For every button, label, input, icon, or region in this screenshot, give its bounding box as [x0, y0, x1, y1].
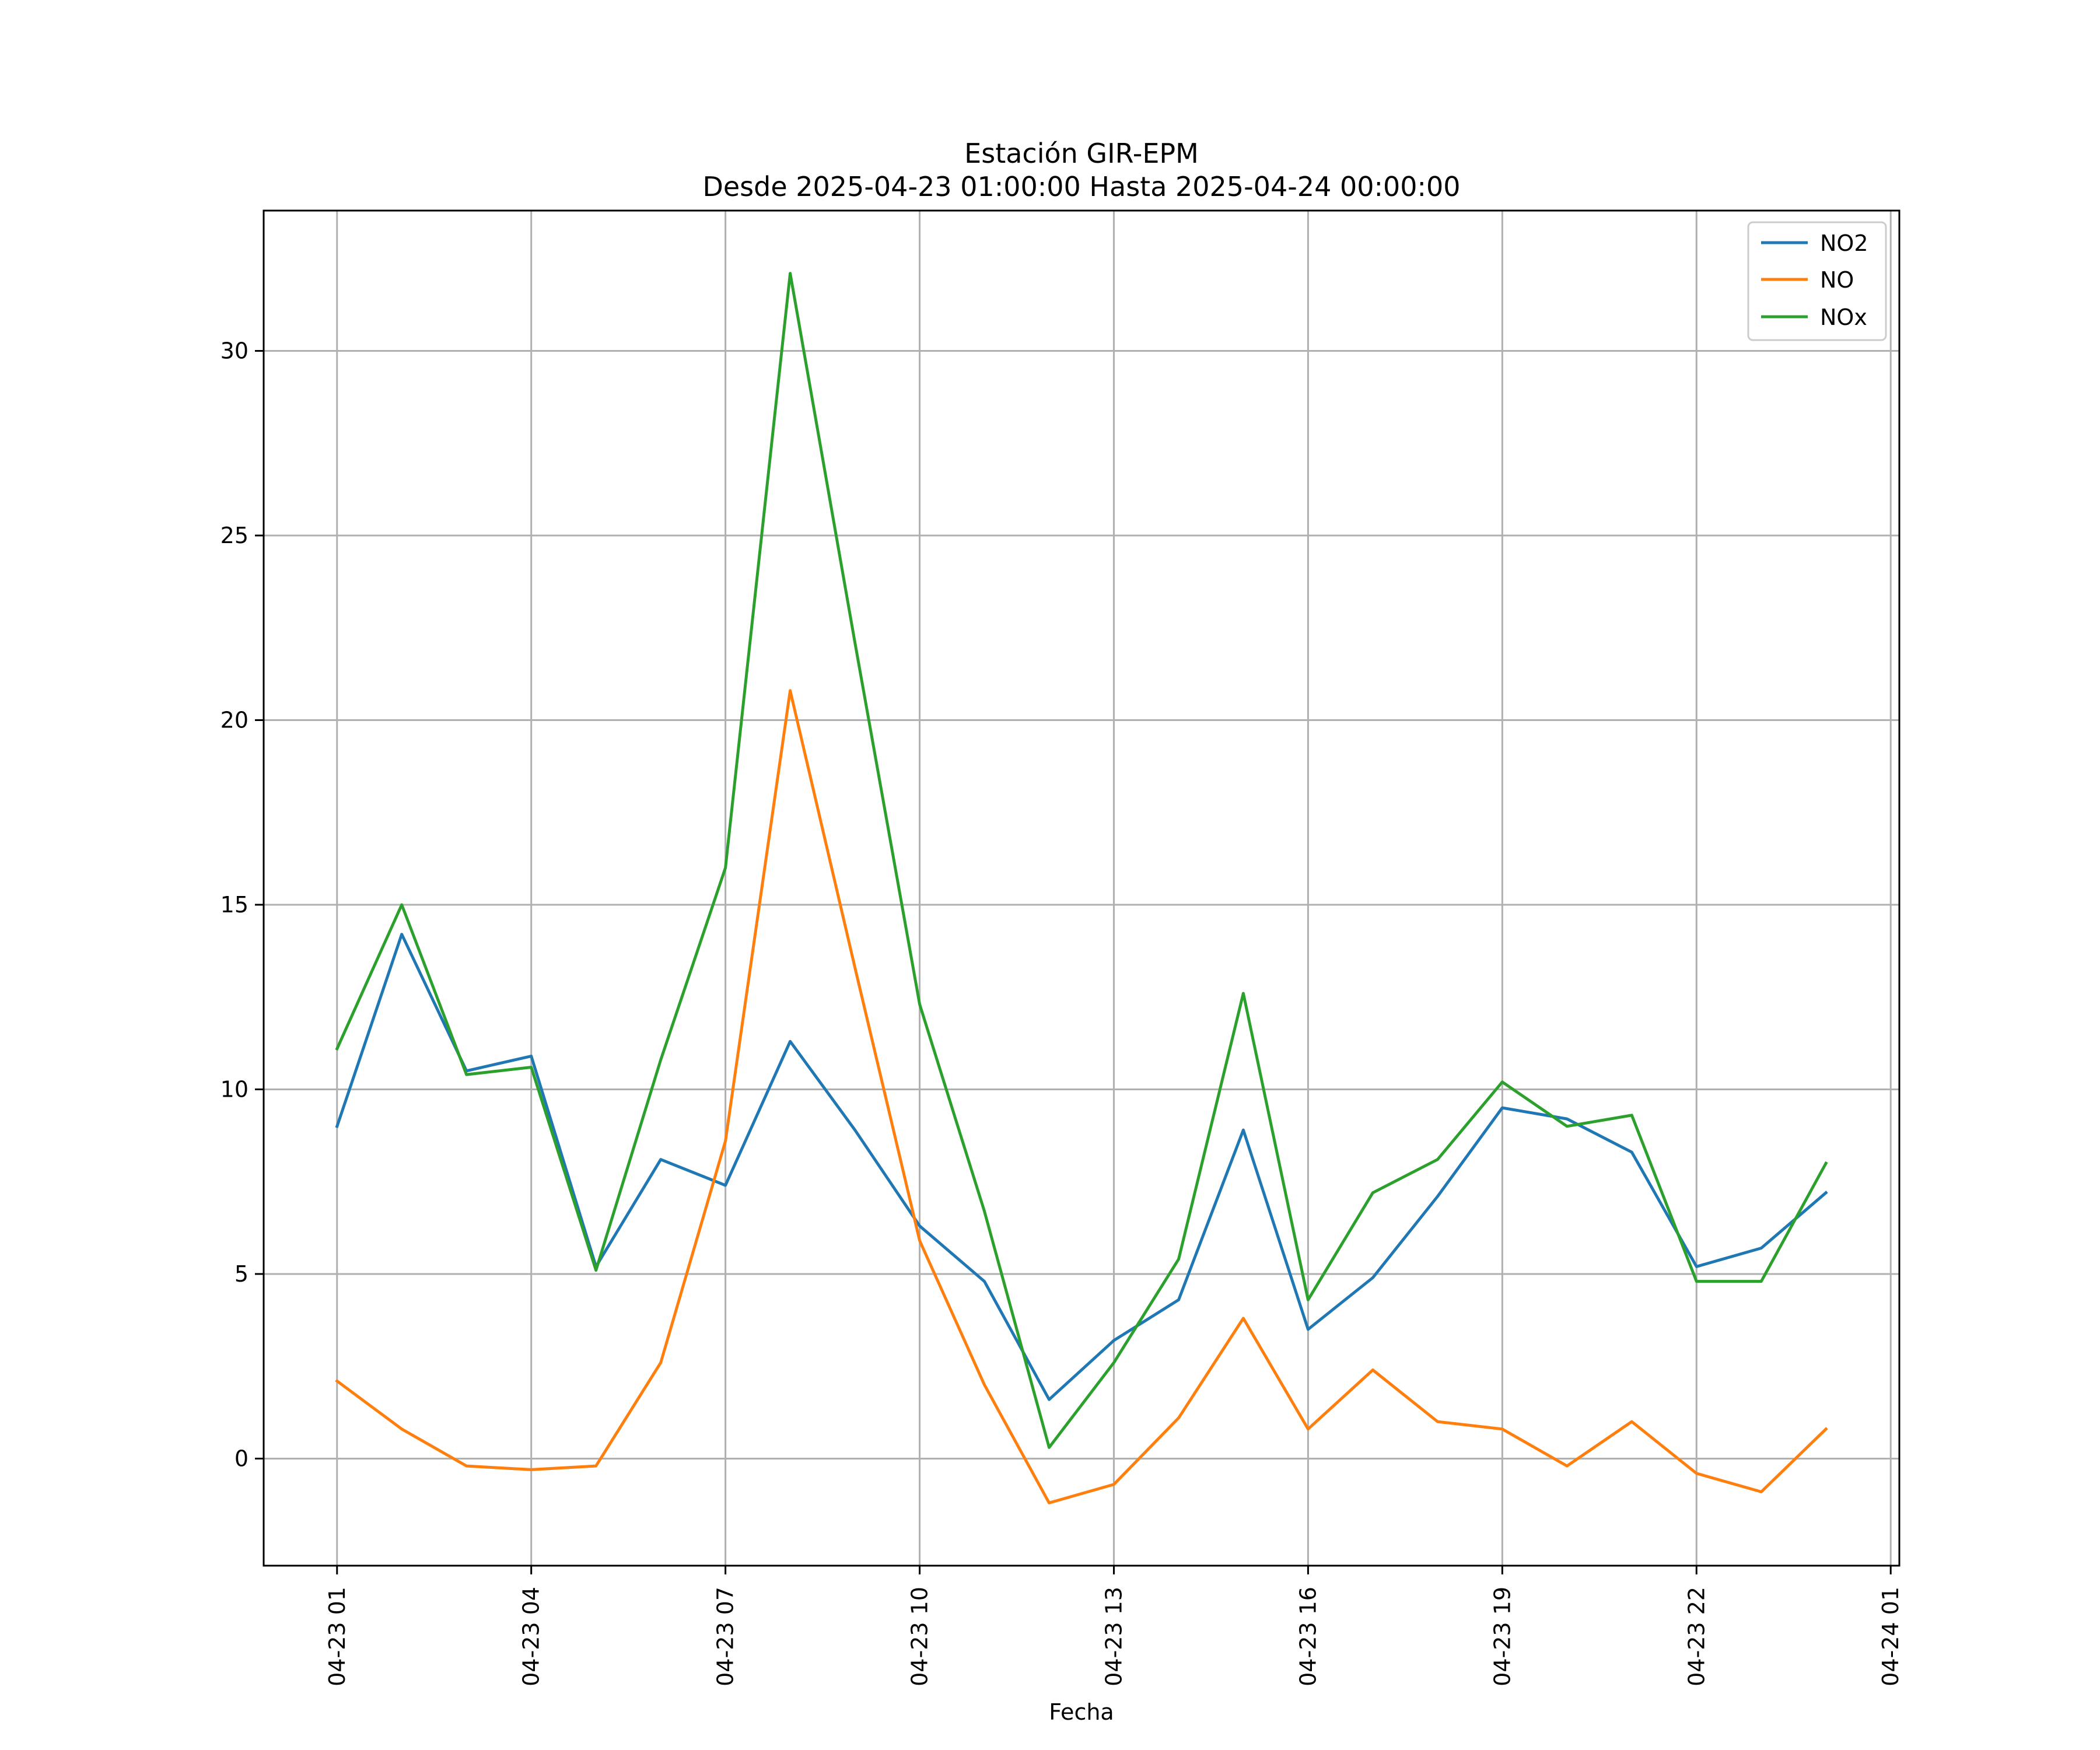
series-line-no — [335, 689, 1828, 1504]
legend-label-nox: NOx — [1820, 304, 1867, 330]
x-axis-label: Fecha — [1049, 1699, 1114, 1725]
x-tick-label: 04-23 10 — [907, 1587, 933, 1686]
legend: NO2 NO NOx — [1747, 221, 1887, 341]
plot-frame — [262, 209, 1901, 1567]
legend-label-no: NO — [1820, 267, 1854, 293]
legend-box — [1747, 221, 1887, 341]
x-tick-label: 04-23 13 — [1101, 1587, 1126, 1686]
y-tick-label: 15 — [220, 892, 249, 918]
y-tick-label: 10 — [220, 1076, 249, 1102]
chart-subtitle: Desde 2025-04-23 01:00:00 Hasta 2025-04-… — [702, 171, 1460, 202]
y-tick-label: 30 — [220, 338, 249, 364]
x-tick-label: 04-23 22 — [1684, 1587, 1709, 1686]
y-tick-label: 0 — [235, 1446, 249, 1471]
series-line-nox — [335, 272, 1828, 1449]
grid — [264, 211, 1899, 1566]
x-tick-label: 04-23 04 — [519, 1587, 544, 1686]
x-axis-ticks: 04-23 01 04-23 04 04-23 07 04-23 10 04-23 13… — [324, 1566, 1903, 1686]
chart-title: Estación GIR-EPM — [964, 138, 1199, 169]
y-tick-label: 20 — [220, 707, 249, 733]
x-tick-label: 04-23 07 — [713, 1587, 738, 1686]
y-tick-label: 5 — [235, 1261, 249, 1287]
y-axis-ticks: 0 5 10 15 20 25 30 — [220, 338, 264, 1471]
y-tick-label: 25 — [220, 523, 249, 548]
x-tick-label: 04-23 16 — [1295, 1587, 1321, 1686]
x-tick-label: 04-24 01 — [1878, 1587, 1903, 1686]
x-tick-label: 04-23 19 — [1489, 1587, 1515, 1686]
x-tick-label: 04-23 01 — [324, 1587, 350, 1686]
series-lines — [335, 272, 1828, 1504]
legend-label-no2: NO2 — [1820, 230, 1868, 256]
